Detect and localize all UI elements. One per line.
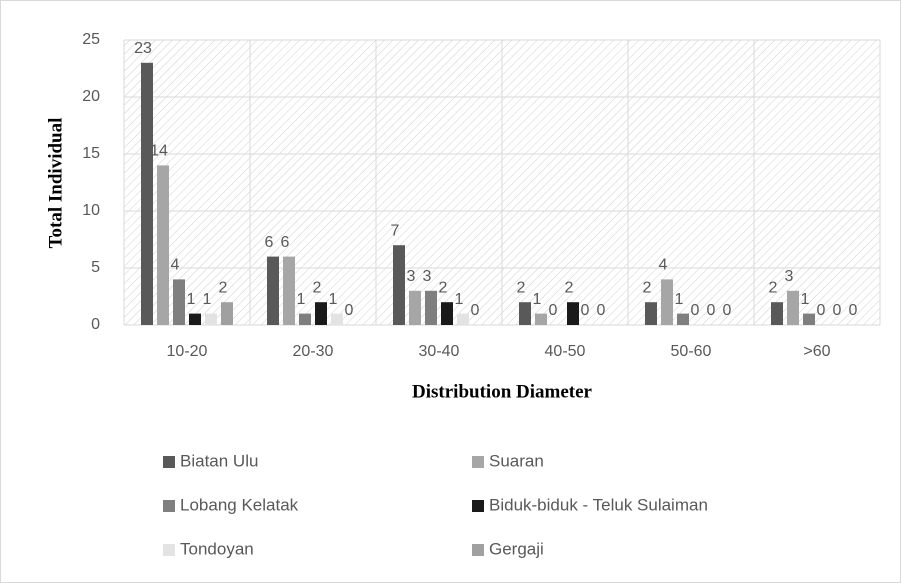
x-tick-label: 10-20 xyxy=(167,343,208,360)
bar xyxy=(221,302,233,325)
value-label: 0 xyxy=(691,302,700,319)
value-label: 1 xyxy=(297,291,306,308)
value-label: 0 xyxy=(471,302,480,319)
value-label: 1 xyxy=(675,291,684,308)
value-label: 1 xyxy=(187,291,196,308)
legend-label: Lobang Kelatak xyxy=(180,495,299,514)
bar xyxy=(331,313,343,325)
value-label: 3 xyxy=(785,268,794,285)
value-label: 2 xyxy=(769,279,778,296)
value-label: 14 xyxy=(150,143,168,160)
value-label: 0 xyxy=(597,302,606,319)
value-label: 2 xyxy=(517,279,526,296)
bar xyxy=(677,313,689,325)
value-label: 4 xyxy=(659,257,668,274)
value-label: 0 xyxy=(707,302,716,319)
bar xyxy=(141,62,153,326)
x-tick-label: 40-50 xyxy=(545,343,586,360)
value-label: 2 xyxy=(219,279,228,296)
legend-label: Tondoyan xyxy=(180,539,254,558)
bar xyxy=(803,313,815,325)
bar xyxy=(787,290,799,325)
bar xyxy=(457,313,469,325)
value-label: 0 xyxy=(549,302,558,319)
legend-label: Gergaji xyxy=(489,539,544,558)
legend-swatch xyxy=(163,544,175,556)
value-label: 2 xyxy=(313,279,322,296)
value-label: 1 xyxy=(455,291,464,308)
bar xyxy=(393,245,405,325)
legend-swatch xyxy=(472,544,484,556)
bar xyxy=(205,313,217,325)
bar xyxy=(409,290,421,325)
bar xyxy=(535,313,547,325)
y-tick-label: 20 xyxy=(82,88,100,105)
bar xyxy=(315,302,327,325)
bar xyxy=(173,279,185,325)
value-label: 6 xyxy=(281,234,290,251)
y-tick-label: 25 xyxy=(82,31,100,48)
value-label: 3 xyxy=(423,268,432,285)
bar xyxy=(661,279,673,325)
y-tick-label: 5 xyxy=(91,259,100,276)
value-label: 0 xyxy=(833,302,842,319)
value-label: 0 xyxy=(345,302,354,319)
value-label: 7 xyxy=(391,222,400,239)
x-tick-label: 30-40 xyxy=(419,343,460,360)
x-axis-title: Distribution Diameter xyxy=(412,381,593,402)
value-label: 1 xyxy=(801,291,810,308)
y-tick-label: 0 xyxy=(91,316,100,333)
legend-label: Biduk-biduk - Teluk Sulaiman xyxy=(489,495,708,514)
bar xyxy=(645,302,657,325)
bar xyxy=(425,290,437,325)
bar xyxy=(567,302,579,325)
value-label: 2 xyxy=(439,279,448,296)
x-tick-label: 20-30 xyxy=(293,343,334,360)
bar xyxy=(441,302,453,325)
legend-swatch xyxy=(163,500,175,512)
bar xyxy=(283,256,295,325)
value-label: 6 xyxy=(265,234,274,251)
legend-swatch xyxy=(163,456,175,468)
value-label: 2 xyxy=(565,279,574,296)
legend-swatch xyxy=(472,500,484,512)
value-label: 0 xyxy=(581,302,590,319)
value-label: 1 xyxy=(329,291,338,308)
bar xyxy=(267,256,279,325)
x-tick-label: 50-60 xyxy=(671,343,712,360)
bar xyxy=(189,313,201,325)
bar xyxy=(157,165,169,325)
legend-label: Biatan Ulu xyxy=(180,451,258,470)
bar xyxy=(299,313,311,325)
legend-label: Suaran xyxy=(489,451,544,470)
x-tick-label: >60 xyxy=(803,343,830,360)
legend-swatch xyxy=(472,456,484,468)
value-label: 23 xyxy=(134,40,152,57)
value-label: 0 xyxy=(723,302,732,319)
value-label: 3 xyxy=(407,268,416,285)
value-label: 0 xyxy=(849,302,858,319)
value-label: 4 xyxy=(171,257,180,274)
bar xyxy=(771,302,783,325)
bar xyxy=(519,302,531,325)
value-label: 1 xyxy=(533,291,542,308)
value-label: 0 xyxy=(817,302,826,319)
y-tick-label: 10 xyxy=(82,202,100,219)
y-tick-label: 15 xyxy=(82,145,100,162)
y-axis-title: Total Individual xyxy=(45,118,66,249)
value-label: 2 xyxy=(643,279,652,296)
value-label: 1 xyxy=(203,291,212,308)
